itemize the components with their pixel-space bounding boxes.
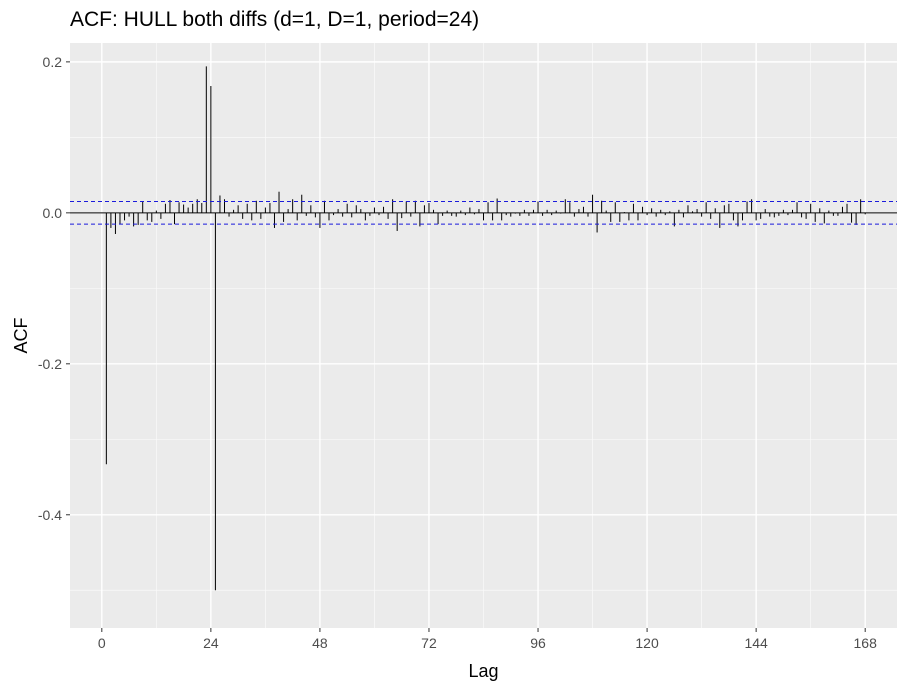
x-tick-label: 96: [530, 635, 546, 651]
y-tick-label: 0.2: [43, 54, 63, 70]
x-tick-label: 72: [421, 635, 437, 651]
x-tick-label: 144: [744, 635, 768, 651]
x-tick-label: 120: [635, 635, 659, 651]
acf-bars: [105, 66, 866, 591]
y-axis-label: ACF: [11, 317, 31, 353]
x-tick-label: 168: [854, 635, 878, 651]
x-axis-label: Lag: [468, 661, 498, 681]
y-axis-ticks: 0.2 0.0 -0.2 -0.4: [38, 54, 70, 523]
y-tick-label: 0.0: [43, 205, 63, 221]
minor-gridlines: [70, 43, 897, 628]
x-tick-label: 0: [98, 635, 106, 651]
x-tick-label: 24: [203, 635, 219, 651]
y-tick-label: -0.4: [38, 507, 62, 523]
x-axis-ticks: 0 24 48 72 96 120 144 168: [98, 628, 877, 651]
y-tick-label: -0.2: [38, 356, 62, 372]
x-tick-label: 48: [312, 635, 328, 651]
confidence-bounds: [70, 201, 897, 225]
chart-title: ACF: HULL both diffs (d=1, D=1, period=2…: [70, 8, 480, 31]
